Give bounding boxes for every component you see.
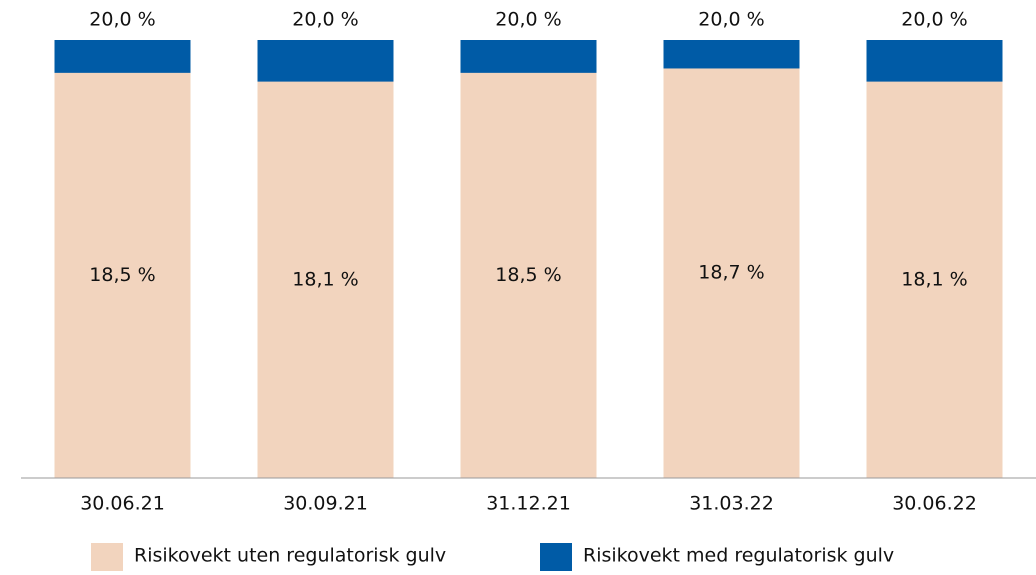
data-label: 20,0 % xyxy=(901,9,967,31)
legend-swatch xyxy=(540,543,572,571)
bar xyxy=(866,81,1003,479)
legend-label: Risikovekt uten regulatorisk gulv xyxy=(134,545,446,567)
x-tick-label: 30.06.21 xyxy=(80,493,165,515)
data-label: 18,1 % xyxy=(901,268,967,290)
legend-swatch xyxy=(91,543,123,571)
x-tick-label: 31.12.21 xyxy=(486,493,571,515)
bar xyxy=(663,68,800,478)
bar xyxy=(54,72,191,478)
x-tick-label: 30.09.21 xyxy=(283,493,368,515)
data-label: 20,0 % xyxy=(89,9,155,31)
bar xyxy=(257,81,394,479)
data-label: 20,0 % xyxy=(698,9,764,31)
data-label: 18,1 % xyxy=(292,268,358,290)
data-label: 18,5 % xyxy=(89,264,155,286)
x-tick-label: 30.06.22 xyxy=(892,493,977,515)
data-label: 18,5 % xyxy=(495,264,561,286)
data-label: 18,7 % xyxy=(698,262,764,284)
legend-label: Risikovekt med regulatorisk gulv xyxy=(583,545,894,567)
data-label: 20,0 % xyxy=(495,9,561,31)
data-label: 20,0 % xyxy=(292,9,358,31)
x-tick-label: 31.03.22 xyxy=(689,493,774,515)
bar xyxy=(460,72,597,478)
